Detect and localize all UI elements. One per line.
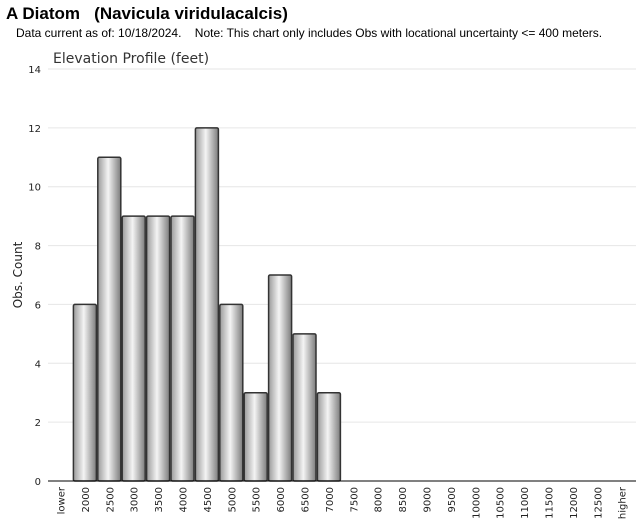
x-tick-label: 10000 <box>471 487 482 519</box>
bar-2500 <box>97 156 122 482</box>
x-tick-label: 2000 <box>81 487 92 512</box>
y-tick-label: 10 <box>28 183 41 194</box>
y-tick-label: 12 <box>28 124 41 135</box>
x-tick-label: higher <box>618 486 629 519</box>
y-tick-label: 4 <box>35 359 41 370</box>
x-tick-label: 9500 <box>447 487 458 512</box>
bar-3500 <box>145 215 171 482</box>
x-tick-label: 11500 <box>545 487 556 519</box>
x-tick-label: 11000 <box>520 487 531 519</box>
x-tick-label: 5000 <box>227 487 238 512</box>
x-tick-label: 5500 <box>252 487 263 512</box>
bar-7000 <box>316 391 342 482</box>
bars <box>72 127 342 482</box>
y-tick-labels: 0 2 4 6 8 10 12 14 <box>28 65 41 488</box>
y-tick-label: 8 <box>35 242 41 253</box>
x-tick-label: 12000 <box>569 487 580 519</box>
x-tick-label: 2500 <box>105 487 116 512</box>
bar-5500 <box>243 391 268 482</box>
y-tick-label: 6 <box>35 300 41 311</box>
y-tick-label: 14 <box>28 65 41 76</box>
x-tick-label: 6500 <box>301 487 312 512</box>
x-tick-label: 3000 <box>130 487 141 512</box>
y-tick-label: 0 <box>35 477 41 488</box>
x-tick-label: 7000 <box>325 487 336 512</box>
y-axis-label: Obs. Count <box>11 241 25 308</box>
x-tick-label: 8000 <box>374 487 385 512</box>
bar-3000 <box>121 215 146 482</box>
page-title: A Diatom (Navicula viridulacalcis) <box>6 4 288 23</box>
x-tick-labels: lower 2000 2500 3000 3500 4000 4500 5000 5500 600… <box>57 486 629 519</box>
x-tick-label: 7500 <box>349 487 360 512</box>
bar-5000 <box>219 303 244 482</box>
x-tick-label: 10500 <box>496 487 507 519</box>
x-tick-label: 8500 <box>398 487 409 512</box>
bar-6000 <box>267 274 293 482</box>
bar-2000 <box>72 303 98 482</box>
x-tick-label: 3500 <box>154 487 165 512</box>
x-tick-label: lower <box>57 486 68 514</box>
bar-6500 <box>292 333 317 482</box>
x-tick-label: 4000 <box>179 487 190 512</box>
chart-title: Elevation Profile (feet) <box>53 51 209 67</box>
bar-4000 <box>170 215 195 482</box>
data-note: Data current as of: 10/18/2024. Note: Th… <box>16 26 603 40</box>
x-tick-label: 6000 <box>276 487 287 512</box>
bar-4500 <box>194 127 220 482</box>
x-tick-label: 9000 <box>423 487 434 512</box>
x-tick-label: 12500 <box>593 487 604 519</box>
x-tick-label: 4500 <box>203 487 214 512</box>
y-tick-label: 2 <box>35 418 41 429</box>
